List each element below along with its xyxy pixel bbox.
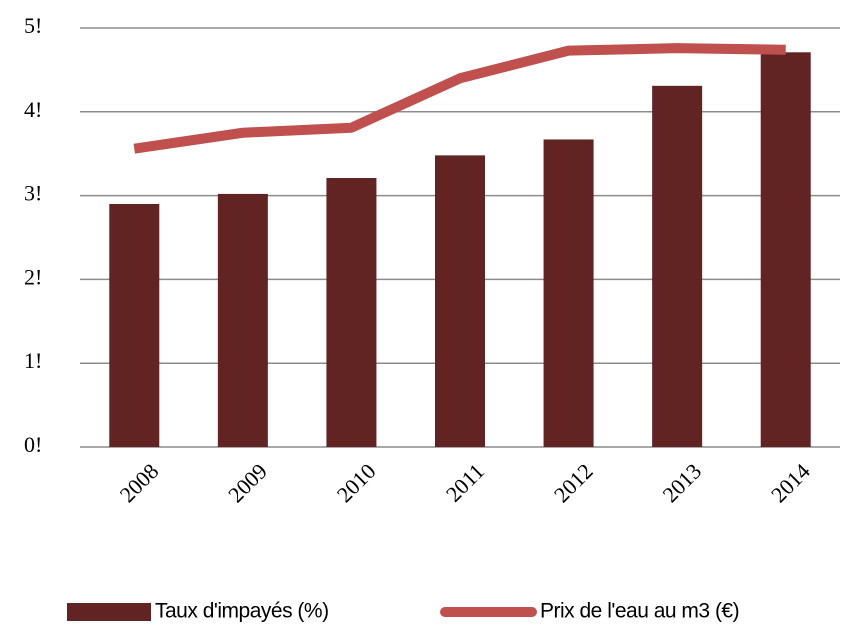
bar	[760, 52, 811, 447]
x-tick-label: 2013	[657, 458, 706, 507]
legend-swatch	[67, 603, 151, 621]
y-tick-label: 3!	[24, 181, 42, 206]
bar	[652, 85, 703, 448]
line	[133, 43, 786, 154]
x-tick-label: 2009	[223, 458, 272, 507]
x-tick-label: 2008	[115, 458, 164, 507]
y-tick-label: 2!	[24, 264, 42, 289]
x-tick-label: 2012	[549, 458, 598, 507]
bar	[109, 203, 160, 447]
y-tick-label: 1!	[24, 348, 42, 373]
y-tick-label: 5!	[24, 13, 42, 38]
bar	[326, 178, 377, 447]
y-tick-label: 0!	[24, 432, 42, 457]
bar	[435, 155, 485, 447]
x-tick-label: 2011	[441, 458, 489, 506]
bar	[217, 193, 268, 447]
bar	[543, 139, 594, 448]
legend-label: Taux d'impayés (%)	[155, 600, 329, 623]
x-tick-label: 2014	[766, 458, 815, 507]
x-tick-label: 2010	[332, 458, 381, 507]
legend-label: Prix de l'eau au m3 (€)	[540, 600, 739, 623]
y-tick-label: 4!	[24, 97, 42, 122]
